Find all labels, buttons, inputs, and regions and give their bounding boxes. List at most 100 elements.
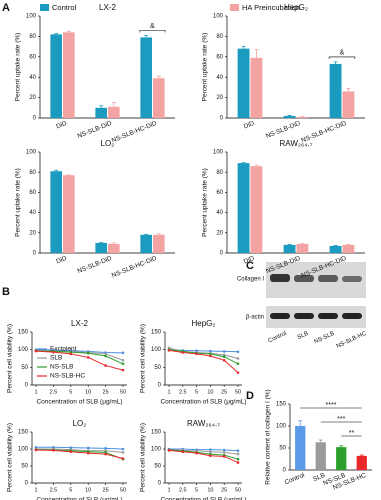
point [236, 449, 240, 453]
panel-label: B [2, 286, 10, 298]
x-axis-label: Concentration of SLB (μg/mL) [160, 497, 246, 500]
series-line [168, 349, 239, 365]
x-tick-label: Control [284, 472, 307, 487]
point [209, 450, 212, 454]
bar [342, 91, 355, 118]
chart-title: RAW₂₆₄.₇ [187, 419, 220, 428]
y-axis-label: Relative content of collagen I (%) [265, 389, 272, 484]
band [270, 274, 290, 282]
y-tick-label: 100 [26, 14, 37, 20]
y-axis-label: Percent cell viability (%) [140, 324, 147, 393]
y-tick-label: 0 [25, 383, 29, 389]
bar [336, 447, 347, 470]
blot-row-label: β-actin [246, 315, 264, 321]
series-line [168, 449, 239, 455]
chart-title: LO₂ [101, 139, 115, 148]
x-tick-label: DiD [55, 120, 68, 131]
chart-title: LX-2 [99, 3, 116, 12]
x-tick-label: 25 [103, 487, 109, 493]
error-bar [99, 105, 104, 108]
y-tick-label: 80 [216, 34, 223, 40]
band [294, 275, 314, 282]
bar [329, 245, 342, 253]
x-tick-label: 5 [195, 389, 198, 395]
x-tick-label: 2.5 [179, 487, 187, 493]
point [236, 461, 240, 464]
error-bar [54, 32, 59, 35]
y-tick-label: 20 [216, 95, 223, 101]
bar [140, 234, 152, 253]
significance-label: *** [337, 416, 345, 423]
chart-title: RAW₂₆₄.₇ [280, 139, 313, 148]
legend-label: Excipient [50, 346, 77, 353]
x-tick-label: 25 [221, 389, 227, 395]
point [34, 448, 38, 452]
point [209, 354, 212, 358]
point [222, 355, 226, 359]
x-tick-label: 50 [120, 487, 126, 493]
y-axis-label: Percent uptake rate (%) [202, 168, 209, 237]
y-tick-label: 100 [276, 424, 287, 430]
x-tick-label: DiD [55, 255, 68, 266]
point [121, 358, 125, 362]
y-axis-label: Percent cell viability (%) [140, 423, 147, 492]
x-tick-label: 10 [207, 487, 213, 493]
western-blot: Collagen I β-actin Control SLB NS-SLB NS… [237, 262, 368, 350]
blot-lane-label: NS-SLB-HC [336, 331, 368, 350]
point [195, 451, 198, 455]
point [52, 449, 55, 452]
error-bar [66, 30, 71, 33]
bar [283, 244, 296, 253]
bar [153, 78, 165, 118]
y-tick-label: 150 [151, 330, 162, 336]
point [222, 455, 226, 458]
point [167, 349, 171, 352]
chart-title: HepG₂ [284, 3, 308, 12]
y-tick-label: 40 [29, 210, 36, 216]
bar [295, 426, 306, 470]
significance-label: **** [326, 402, 337, 409]
y-tick-label: 50 [154, 464, 161, 470]
band [270, 313, 290, 319]
point [195, 352, 198, 356]
series-line [36, 446, 124, 450]
y-tick-label: 0 [283, 468, 287, 474]
point [121, 457, 125, 460]
legend-label: NS-SLB [50, 364, 73, 371]
point [121, 351, 125, 355]
point [167, 449, 171, 452]
point [121, 451, 125, 454]
y-tick-label: 100 [213, 150, 224, 156]
legend-swatch [40, 4, 49, 11]
series-line [169, 448, 239, 452]
blot-lane-label: Control [267, 331, 287, 345]
x-tick-label: NS-SLB-DiD [76, 255, 113, 275]
y-tick-label: 150 [18, 330, 29, 336]
x-tick-label: 25 [221, 487, 227, 493]
significance-label: ** [349, 430, 355, 437]
bar [237, 48, 250, 118]
series-line [168, 349, 239, 374]
bar [63, 175, 75, 253]
point [222, 448, 226, 452]
bar [108, 243, 120, 253]
y-tick-label: 150 [276, 402, 287, 408]
band [342, 313, 362, 319]
error-bar [111, 242, 116, 244]
point [222, 451, 226, 454]
bar [329, 63, 342, 118]
x-tick-label: 1 [167, 487, 170, 493]
point [86, 446, 90, 450]
x-tick-label: 50 [120, 389, 126, 395]
y-tick-label: 0 [33, 116, 37, 122]
y-tick-label: 50 [279, 446, 286, 452]
blot-row-label: Collagen I [237, 277, 264, 283]
point [236, 452, 240, 456]
y-tick-label: 100 [151, 347, 162, 353]
series-line [168, 449, 239, 464]
y-tick-label: 40 [29, 75, 36, 81]
x-tick-label: 10 [85, 389, 91, 395]
y-tick-label: 20 [29, 230, 36, 236]
point [34, 349, 38, 353]
